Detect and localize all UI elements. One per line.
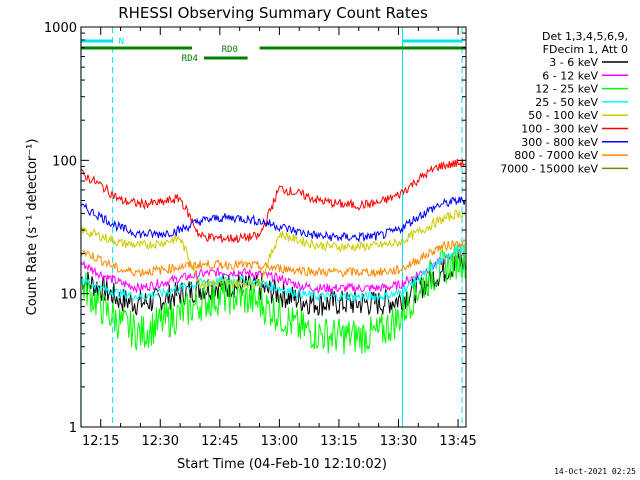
series-group — [80, 158, 466, 355]
rd0-label: RD0 — [222, 45, 238, 55]
series-line-5 — [80, 158, 466, 244]
night-label: N — [119, 37, 124, 47]
legend-label-5: 100 - 300 keV — [521, 123, 598, 136]
series-line-1 — [80, 248, 466, 295]
legend-label-7: 800 - 7000 keV — [514, 149, 598, 162]
x-tick-label-3: 13:00 — [261, 434, 298, 449]
plot-frame — [80, 26, 467, 428]
chart-title: RHESSI Observing Summary Count Rates — [118, 4, 428, 22]
series-line-7 — [80, 238, 466, 278]
rd4-label: RD4 — [182, 54, 198, 64]
legend-label-0: 3 - 6 keV — [549, 56, 598, 69]
legend-label-1: 6 - 12 keV — [542, 69, 598, 82]
axis-ticks: 12:15 12:30 12:45 13:00 13:15 13:30 13:45 1 10 10… — [44, 21, 477, 449]
x-tick-label-0: 12:15 — [82, 434, 119, 449]
legend-label-2: 12 - 25 keV — [535, 83, 598, 96]
legend-label-6: 300 - 800 keV — [521, 136, 598, 149]
x-tick-label-4: 13:15 — [320, 434, 357, 449]
x-tick-label-2: 12:45 — [201, 434, 238, 449]
legend-label-8: 7000 - 15000 keV — [500, 162, 598, 175]
y-tick-label-1: 10 — [60, 288, 77, 303]
x-tick-label-5: 13:30 — [380, 434, 417, 449]
legend-header-line-1: Det 1,3,4,5,6,9, — [542, 30, 628, 43]
series-line-2 — [80, 243, 466, 355]
series-line-6 — [80, 196, 466, 243]
legend-label-4: 50 - 100 keV — [528, 109, 598, 122]
x-tick-label-1: 12:30 — [142, 434, 179, 449]
rate-decimation-markers: RD0 RD4 — [80, 45, 466, 64]
legend-header-line-2: FDecim 1, Att 0 — [543, 43, 628, 56]
series-line-4 — [80, 209, 466, 290]
y-tick-label-0: 1 — [69, 421, 77, 436]
generation-timestamp: 14-Oct-2021 02:25 — [554, 467, 636, 476]
x-axis-label: Start Time (04-Feb-10 12:10:02) — [177, 457, 387, 472]
legend: Det 1,3,4,5,6,9, FDecim 1, Att 0 3 - 6 k… — [500, 30, 628, 175]
series-line-3 — [80, 243, 466, 303]
y-axis-label: Count Rate (s⁻¹ detector⁻¹) — [25, 139, 40, 316]
y-tick-label-3: 1000 — [44, 21, 77, 36]
legend-label-3: 25 - 50 keV — [535, 96, 598, 109]
x-tick-label-6: 13:45 — [439, 434, 476, 449]
y-tick-label-2: 100 — [52, 154, 77, 169]
